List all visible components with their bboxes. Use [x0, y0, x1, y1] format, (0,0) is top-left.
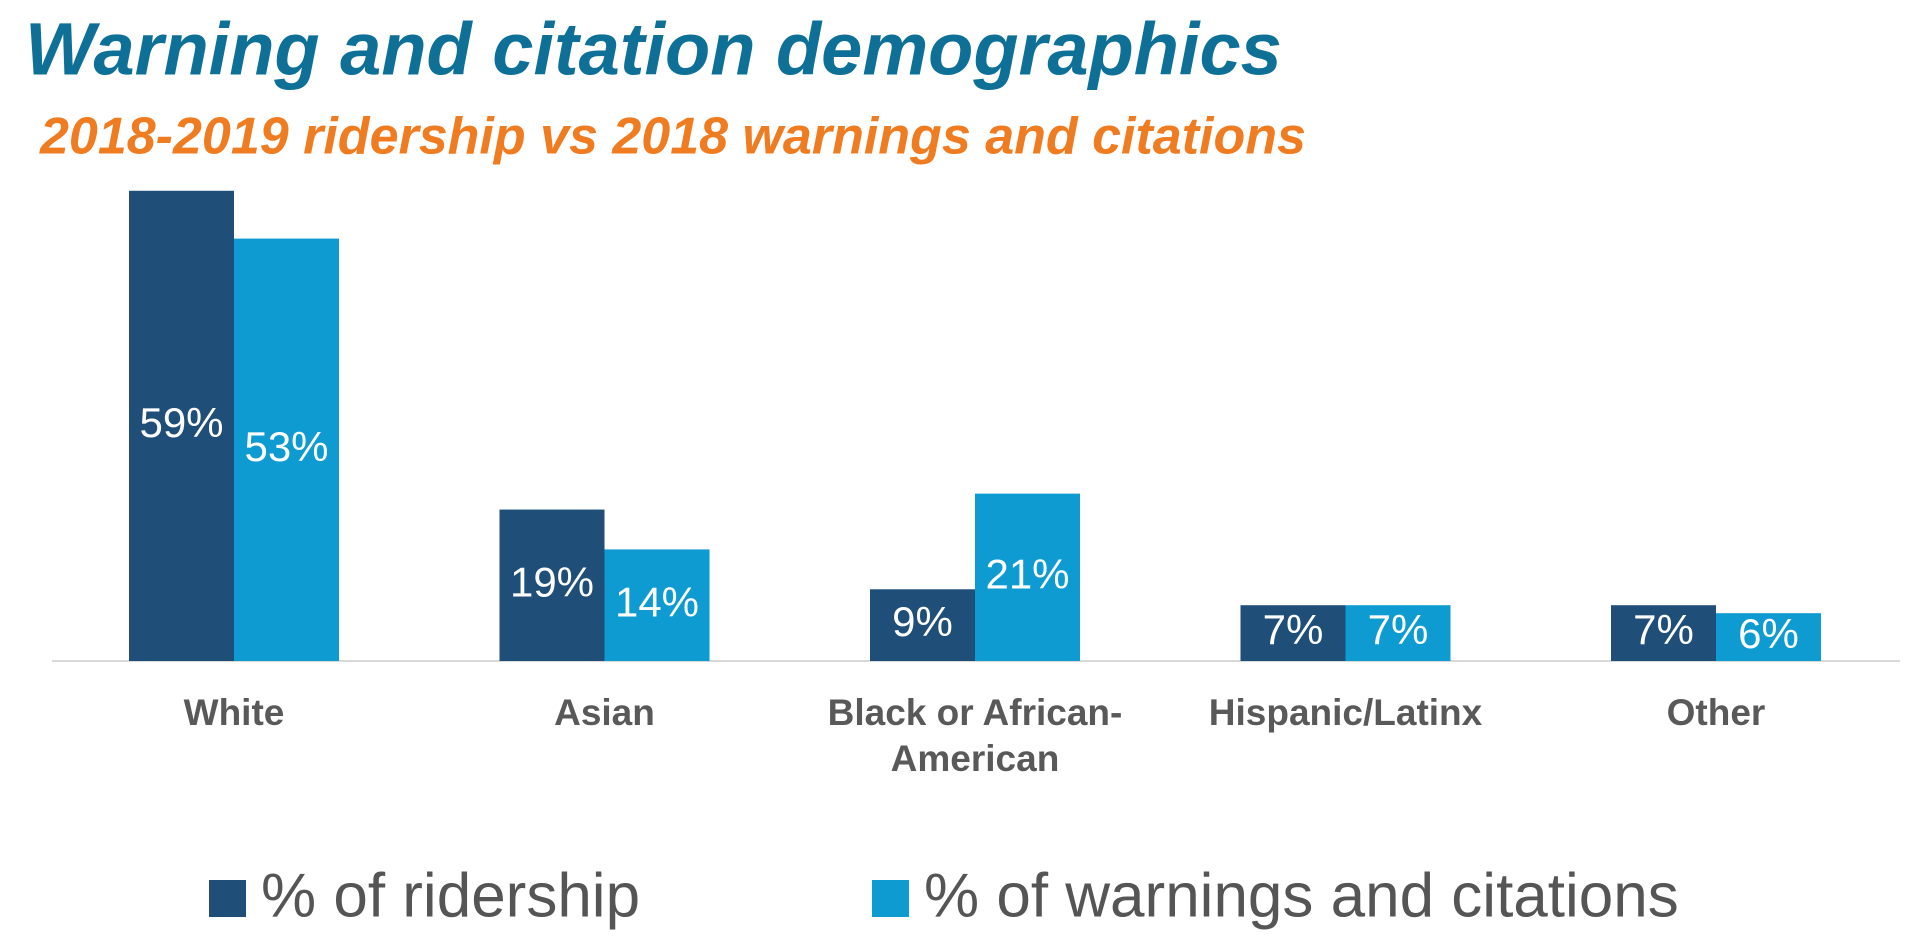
data-label: 21% [985, 550, 1069, 597]
bar [1716, 613, 1821, 661]
bar [1345, 605, 1451, 661]
bar [975, 493, 1080, 661]
legend-label: % of ridership [261, 861, 640, 930]
bar [1611, 605, 1716, 661]
data-label: 19% [510, 558, 594, 605]
chart-title: Warning and citation demographics [25, 8, 1282, 91]
data-label: 14% [615, 578, 699, 625]
bar [1240, 605, 1346, 661]
data-label: 9% [892, 598, 953, 645]
x-tick-label: Asian [554, 692, 655, 733]
data-label: 7% [1368, 606, 1429, 653]
data-label: 59% [139, 399, 223, 446]
data-label: 6% [1738, 610, 1799, 657]
x-tick-label: Black or African-American [827, 692, 1123, 779]
x-tick-label: White [183, 692, 285, 733]
bar [129, 190, 234, 661]
bar [870, 589, 975, 661]
legend-swatch [872, 880, 909, 917]
legend-label: % of warnings and citations [924, 861, 1679, 930]
data-label: 7% [1263, 606, 1324, 653]
legend-swatch [209, 880, 246, 917]
data-label: 53% [244, 423, 328, 470]
bar [234, 238, 339, 661]
x-tick-label: Other [1666, 692, 1766, 733]
bar [499, 509, 605, 661]
x-tick-label: Hispanic/Latinx [1208, 692, 1483, 733]
chart-subtitle: 2018-2019 ridership vs 2018 warnings and… [39, 108, 1306, 166]
bar [604, 549, 710, 661]
data-label: 7% [1633, 606, 1694, 653]
